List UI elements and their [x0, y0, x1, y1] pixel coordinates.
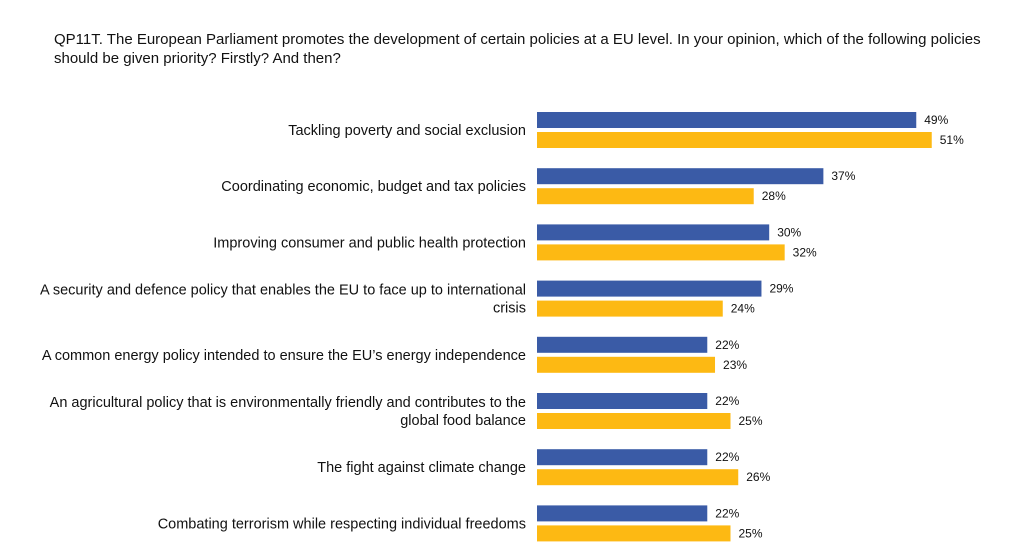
category-label-4: A security and defence policy that enabl…	[40, 283, 526, 317]
bar-2-8	[537, 525, 731, 542]
category-label-line: A common energy policy intended to ensur…	[42, 348, 526, 364]
category-label-line: global food balance	[400, 413, 526, 429]
data-label-2-5: 23%	[723, 358, 747, 372]
data-label-1-7: 22%	[715, 450, 739, 464]
data-label-1-5: 22%	[715, 338, 739, 352]
chart-title: QP11T. The European Parliament promotes …	[54, 31, 981, 67]
category-label-6: An agricultural policy that is environme…	[50, 395, 526, 429]
bar-1-7	[537, 449, 708, 466]
bar-1-4	[537, 280, 762, 297]
data-label-2-1: 51%	[940, 133, 964, 147]
bar-2-2	[537, 188, 754, 205]
category-label-2: Coordinating economic, budget and tax po…	[221, 179, 526, 195]
category-label-line: Improving consumer and public health pro…	[213, 235, 526, 251]
category-label-1: Tackling poverty and social exclusion	[288, 123, 526, 139]
data-label-1-6: 22%	[715, 394, 739, 408]
bar-2-6	[537, 413, 731, 429]
bar-2-7	[537, 469, 739, 486]
category-label-line: crisis	[493, 301, 526, 317]
labels-layer: 49% 51% Tackling poverty and social exclus…	[40, 113, 964, 540]
category-label-line: Tackling poverty and social exclusion	[288, 123, 526, 139]
category-label-line: The fight against climate change	[317, 460, 526, 476]
bar-1-1	[537, 112, 917, 128]
bar-2-1	[537, 132, 932, 148]
data-label-1-1: 49%	[924, 113, 948, 127]
bar-1-6	[537, 393, 708, 409]
category-label-7: The fight against climate change	[317, 460, 526, 476]
bar-2-4	[537, 300, 723, 317]
category-label-3: Improving consumer and public health pro…	[213, 235, 526, 251]
data-label-2-2: 28%	[762, 189, 786, 203]
bar-1-2	[537, 168, 824, 185]
category-label-line: Combating terrorism while respecting ind…	[158, 516, 526, 532]
category-label-line: An agricultural policy that is environme…	[50, 395, 526, 411]
data-label-2-4: 24%	[731, 302, 755, 316]
data-label-2-3: 32%	[793, 245, 817, 259]
data-label-2-8: 25%	[739, 526, 763, 540]
bar-2-5	[537, 356, 716, 373]
bar-1-8	[537, 505, 708, 522]
data-label-2-7: 26%	[746, 470, 770, 484]
data-label-1-4: 29%	[769, 282, 793, 296]
data-label-1-2: 37%	[831, 169, 855, 183]
bar-1-5	[537, 336, 708, 353]
data-label-1-8: 22%	[715, 506, 739, 520]
category-label-5: A common energy policy intended to ensur…	[42, 348, 526, 364]
category-label-line: A security and defence policy that enabl…	[40, 283, 526, 299]
data-label-1-3: 30%	[777, 225, 801, 239]
bars-layer	[537, 112, 932, 542]
data-label-2-6: 25%	[739, 414, 763, 428]
bar-1-3	[537, 224, 770, 241]
category-label-8: Combating terrorism while respecting ind…	[158, 516, 526, 532]
bar-2-3	[537, 244, 785, 261]
category-label-line: Coordinating economic, budget and tax po…	[221, 179, 526, 195]
